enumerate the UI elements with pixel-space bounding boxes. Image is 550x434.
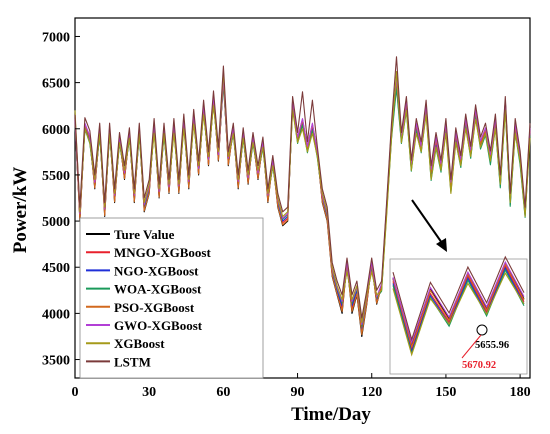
legend-label: NGO-XGBoost xyxy=(114,263,199,278)
series-layer xyxy=(74,56,531,338)
legend-label: XGBoost xyxy=(114,336,165,351)
inset-series-line xyxy=(392,262,525,349)
legend-label: WOA-XGBoost xyxy=(114,282,202,297)
legend-box xyxy=(79,217,264,379)
series-line-xgboost xyxy=(74,70,531,324)
y-axis-label: Power/kW xyxy=(10,167,31,254)
y-tick-label: 6500 xyxy=(42,77,70,92)
inset-series-line xyxy=(392,266,525,354)
legend-label: LSTM xyxy=(114,354,151,369)
ticks-layer: 0 30 60 90 120 150 180 3500 4000 4500 5000 5500 6000… xyxy=(42,30,531,400)
y-tick-label: 6000 xyxy=(42,123,70,138)
x-tick-label: 0 xyxy=(72,385,79,400)
y-tick-label: 5500 xyxy=(42,169,70,184)
x-axis-label: Time/Day xyxy=(291,404,371,425)
inset-annotation-upper: 5655.96 xyxy=(475,340,509,351)
inset-series-line xyxy=(392,272,525,357)
legend-label: MNGO-XGBoost xyxy=(114,245,211,260)
inset-panel: 5655.96 5670.92 xyxy=(389,199,528,375)
zoom-arrow-head xyxy=(436,238,447,252)
inset-border xyxy=(389,258,528,375)
y-tick-label: 7000 xyxy=(42,30,70,45)
inset-pointer-line xyxy=(461,334,482,359)
legend-label: PSO-XGBoost xyxy=(114,300,195,315)
y-tick-label: 5000 xyxy=(42,215,70,230)
y-tick-label: 3500 xyxy=(42,354,70,369)
y-tick-label: 4000 xyxy=(42,307,70,322)
x-tick-label: 180 xyxy=(510,385,531,400)
inset-marker-circle xyxy=(476,324,488,336)
y-tick-label: 4500 xyxy=(42,261,70,276)
zoom-arrow-shaft xyxy=(411,199,443,244)
inset-series-line xyxy=(392,255,525,342)
x-tick-label: 30 xyxy=(142,385,156,400)
legend-label: Ture Value xyxy=(114,227,175,242)
inset-annotation-lower: 5670.92 xyxy=(462,360,496,371)
x-tick-label: 90 xyxy=(291,385,305,400)
plot-frame xyxy=(74,17,531,379)
series-line-lstm xyxy=(74,56,531,319)
x-tick-label: 120 xyxy=(361,385,382,400)
legend: Ture Value MNGO-XGBoost NGO-XGBoost WOA-XGB… xyxy=(79,217,264,379)
plot-border xyxy=(74,17,531,379)
inset-series-line xyxy=(392,264,525,352)
x-tick-label: 60 xyxy=(216,385,230,400)
x-tick-label: 150 xyxy=(435,385,456,400)
inset-series-line xyxy=(392,260,525,345)
legend-label: GWO-XGBoost xyxy=(114,318,203,333)
